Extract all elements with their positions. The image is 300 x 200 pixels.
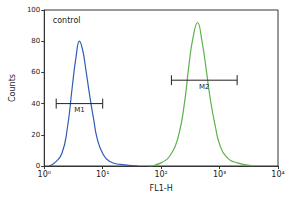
svg-text:Counts: Counts [8, 74, 17, 102]
svg-text:10⁰: 10⁰ [38, 170, 51, 179]
svg-text:10⁴: 10⁴ [271, 170, 284, 179]
svg-text:20: 20 [31, 131, 40, 139]
svg-text:60: 60 [31, 68, 40, 76]
svg-text:40: 40 [31, 100, 40, 108]
svg-text:80: 80 [31, 37, 40, 45]
svg-text:100: 100 [27, 6, 40, 14]
svg-text:10³: 10³ [213, 170, 226, 179]
svg-text:FL1-H: FL1-H [150, 184, 173, 193]
svg-text:M2: M2 [199, 83, 210, 91]
svg-text:control: control [53, 16, 81, 25]
svg-text:0: 0 [35, 162, 41, 170]
svg-text:10²: 10² [154, 170, 167, 179]
svg-text:10¹: 10¹ [96, 170, 109, 179]
svg-text:M1: M1 [74, 106, 85, 114]
